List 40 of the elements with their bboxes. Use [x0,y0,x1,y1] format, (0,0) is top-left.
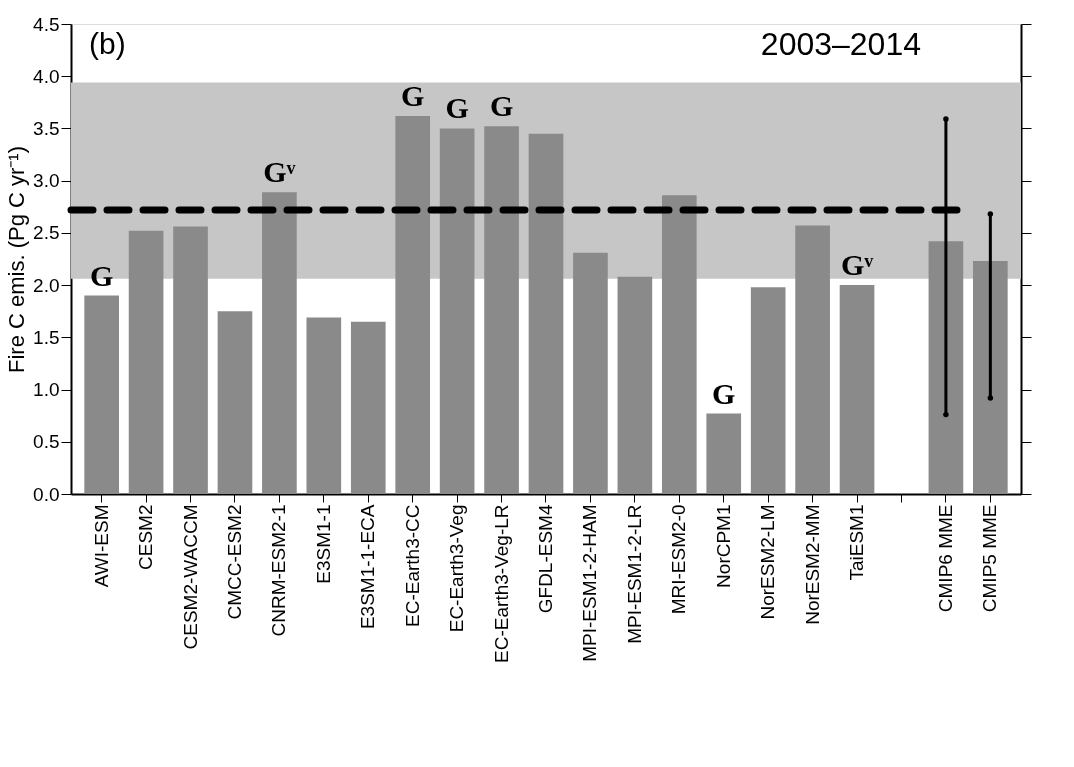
x-tick-label: EC-Earth3-Veg [446,504,468,633]
x-tick-label: EC-Earth3-CC [401,504,423,627]
x-tick-label: CMIP6 MME [934,504,956,613]
annotation: G [401,78,425,112]
x-tick-label: AWI-ESM [90,504,112,588]
x-tick-label: TaiESM1 [846,504,868,581]
x-tick-label: CESM2 [135,504,157,570]
y-tick-label: 1.0 [33,379,60,401]
y-tick-label: 4.5 [33,13,60,35]
annotation: Gᵛ [840,248,874,282]
annotation: (b) [89,27,126,60]
x-tick-label: CESM2-WACCM [179,504,201,650]
annotation: 2003–2014 [760,26,921,62]
x-tick-label: CNRM-ESM2-1 [268,504,290,637]
x-tick-label: E3SM1-1-ECA [357,504,379,630]
y-tick-label: 2.0 [33,274,60,296]
y-tick-label: 2.5 [33,222,60,244]
x-tick-label: NorESM2-MM [801,504,823,625]
x-tick-label: NorESM2-LM [757,504,779,620]
y-tick-label: 3.5 [33,117,60,139]
annotation: G [445,91,469,125]
x-tick-label: E3SM1-1 [312,504,334,584]
x-tick-label: CMCC-ESM2 [223,504,245,620]
y-tick-label: 1.5 [33,326,60,348]
x-tick-label: MPI-ESM1-2-LR [623,504,645,644]
x-tick-label: CMIP5 MME [979,504,1001,613]
y-axis-title: Fire C emis. (Pg C yr⁻¹) [4,146,30,373]
x-tick-label: MPI-ESM1-2-HAM [579,504,601,662]
x-tick-label: NorCPM1 [712,504,734,588]
x-tick-label: GFDL-ESM4 [535,504,556,614]
annotation: G [712,376,736,410]
annotation: G [89,258,114,292]
annotation: G [489,89,514,123]
y-tick-label: 0.0 [33,483,60,505]
y-tick-label: 4.0 [33,65,60,87]
x-tick-label: EC-Earth3-Veg-LR [490,504,512,663]
y-tick-label: 3.0 [33,170,60,192]
y-tick-label: 0.5 [33,431,60,453]
annotation: Gᵛ [263,155,296,189]
x-tick-label: MRI-ESM2-0 [668,504,690,615]
